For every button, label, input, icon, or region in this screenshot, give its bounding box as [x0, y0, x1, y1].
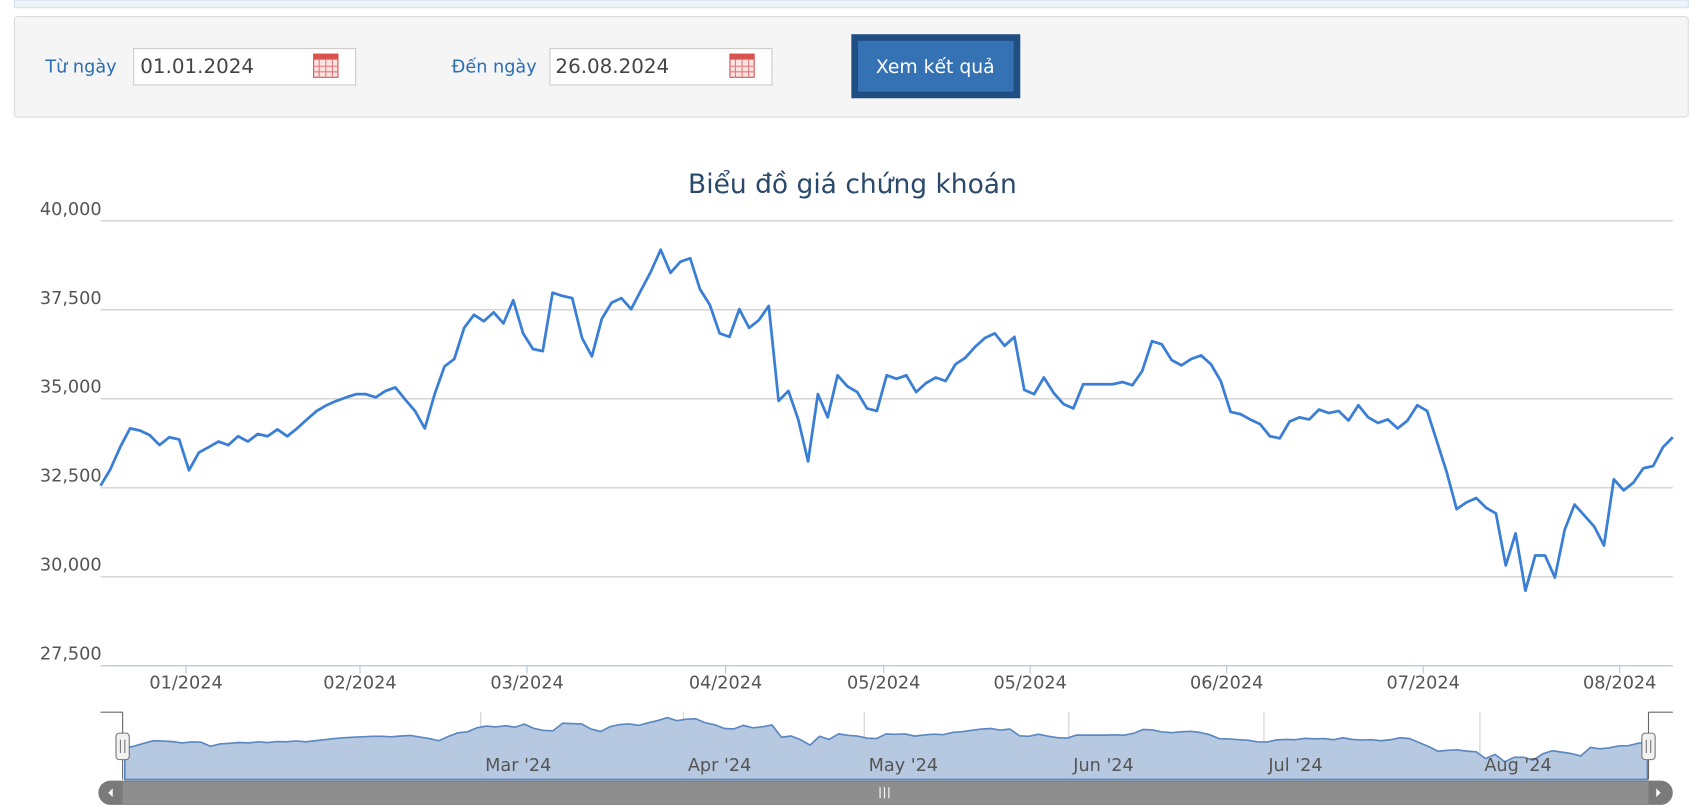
calendar-icon[interactable]	[313, 53, 339, 78]
scroll-right[interactable]	[1656, 788, 1661, 798]
button-label: Xem kết quả	[876, 56, 995, 78]
x-tick-label: 06/2024	[1190, 673, 1263, 693]
handle-grip	[119, 739, 126, 754]
navigator-label: Jul '24	[1267, 756, 1322, 776]
y-tick-label: 35,000	[40, 378, 102, 398]
to-value: 26.08.2024	[555, 55, 669, 78]
top-bar	[13, 0, 1689, 9]
navigator-handle[interactable]	[1641, 732, 1656, 761]
x-tick-label: 07/2024	[1387, 673, 1460, 693]
x-tick-label: 05/2024	[993, 673, 1066, 693]
submit-button[interactable]	[857, 40, 1014, 92]
scroll-left[interactable]	[108, 788, 113, 798]
x-tick-label: 01/2024	[149, 673, 222, 693]
y-tick-label: 40,000	[40, 200, 102, 220]
scrollbar-grip	[879, 787, 890, 799]
price-line	[99, 248, 1674, 593]
handle-grip	[1645, 739, 1652, 754]
x-tick-label: 02/2024	[323, 673, 396, 693]
calendar-icon[interactable]	[729, 53, 755, 78]
navigator-handle[interactable]	[115, 732, 130, 761]
y-tick-label: 27,500	[40, 645, 102, 665]
navigator-label: Mar '24	[485, 756, 551, 776]
y-tick-label: 32,500	[40, 467, 102, 487]
to-label: Đến ngày	[452, 56, 537, 77]
navigator-area	[124, 716, 1649, 781]
x-tick-label: 05/2024	[847, 673, 920, 693]
navigator-label: Apr '24	[688, 756, 751, 776]
scrollbar-thumb[interactable]	[122, 781, 1649, 804]
y-tick-label: 37,500	[40, 289, 102, 309]
from-label: Từ ngày	[44, 57, 116, 77]
x-tick-label: 08/2024	[1583, 673, 1656, 693]
navigator-label: May '24	[869, 756, 938, 776]
y-tick-label: 30,000	[40, 556, 102, 576]
chart-title: Biểu đồ giá chứng khoán	[688, 169, 1017, 200]
x-tick-label: 03/2024	[490, 673, 563, 693]
from-value: 01.01.2024	[140, 55, 254, 78]
navigator-label: Aug '24	[1484, 756, 1551, 776]
navigator-label: Jun '24	[1072, 756, 1134, 776]
x-tick-label: 04/2024	[689, 673, 762, 693]
